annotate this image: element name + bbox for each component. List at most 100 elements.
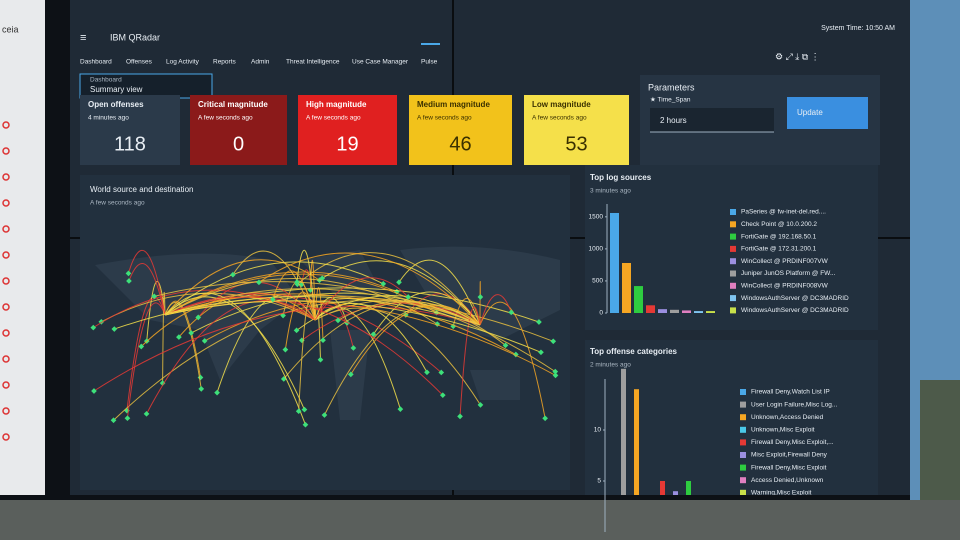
panel-title: Top log sources	[590, 173, 652, 182]
legend-swatch	[730, 270, 736, 277]
y-tick-label: 0	[599, 310, 603, 317]
legend-label: WindowsAuthServer @ DC3MADRID	[741, 295, 849, 302]
map-arc	[314, 277, 409, 321]
nav-tab[interactable]: Dashboard	[80, 59, 112, 66]
dashboard-select[interactable]	[79, 73, 213, 99]
map-node	[143, 411, 150, 417]
map-node	[282, 346, 289, 353]
map-node	[269, 296, 276, 303]
map-node	[396, 279, 402, 286]
tile	[524, 95, 629, 165]
map-node	[405, 294, 411, 300]
tile-title: Low magnitude	[532, 100, 591, 109]
map-node	[294, 279, 300, 285]
legend-label: Unknown,Misc Exploit	[751, 427, 815, 434]
nav-tab[interactable]: Offenses	[126, 59, 153, 66]
legend-label: Firewall Deny,Misc Exploit,...	[751, 439, 834, 446]
map-node	[295, 408, 302, 415]
map-arc	[296, 252, 481, 326]
legend-swatch	[730, 258, 736, 265]
tile-value: 118	[114, 133, 146, 155]
map-node	[138, 343, 145, 350]
legend-swatch	[730, 209, 736, 215]
map-arc	[314, 307, 481, 406]
map-node	[550, 338, 557, 345]
legend-label: Warning,Misc Exploit	[751, 490, 812, 497]
map-node	[176, 334, 182, 340]
bar	[610, 212, 619, 313]
nav-tab[interactable]: Pulse	[421, 59, 438, 66]
tile-value: 19	[336, 133, 358, 155]
bar	[658, 309, 667, 313]
panel-time: 3 minutes ago	[590, 188, 631, 195]
parameters-title: Parameters	[648, 82, 695, 92]
bar	[634, 389, 639, 495]
map-arc	[298, 298, 316, 412]
map-arc	[398, 259, 481, 326]
nav-tab[interactable]: Admin	[251, 59, 270, 66]
legend-label: Misc Exploit,Firewall Deny	[751, 452, 828, 459]
legend-swatch	[740, 439, 746, 446]
bar	[660, 481, 665, 495]
map-node	[397, 406, 404, 412]
nav-tab[interactable]: Threat Intelligence	[286, 59, 340, 66]
map-title: World source and destination	[90, 185, 193, 194]
map-node	[256, 279, 262, 286]
icon[interactable]: ⚙ ⤢ ⤓ ⧉ ⋮	[775, 51, 820, 61]
panel-time: 2 minutes ago	[590, 362, 631, 369]
legend-swatch	[740, 477, 746, 484]
legend-swatch	[740, 389, 746, 395]
panel-title: Top offense categories	[590, 347, 678, 356]
tile-title: Critical magnitude	[198, 100, 268, 109]
map-node	[552, 368, 559, 375]
bar	[634, 286, 643, 313]
map-arc	[164, 295, 554, 342]
status-icon	[2, 433, 10, 441]
legend-label: Firewall Deny,Misc Exploit	[751, 464, 827, 471]
time-input[interactable]	[650, 108, 774, 132]
map-node	[438, 369, 445, 376]
nav-tab[interactable]: Log Activity	[166, 59, 200, 66]
map-node	[321, 412, 328, 418]
map-node	[151, 293, 158, 300]
map-node	[90, 324, 97, 331]
map-node	[542, 415, 548, 422]
map-node	[188, 330, 194, 336]
select-label: Dashboard	[90, 77, 122, 84]
map-arc	[93, 289, 316, 328]
legend-swatch	[730, 307, 736, 314]
offense-panel	[585, 340, 878, 495]
tile-title: Medium magnitude	[417, 100, 490, 109]
map-node	[439, 392, 446, 399]
map-arc	[479, 294, 512, 326]
map-node	[302, 421, 309, 428]
tile-time: A few seconds ago	[306, 115, 361, 122]
tile	[190, 95, 287, 165]
map-node	[477, 402, 484, 408]
legend-label: FortiGate @ 192.168.50.1	[741, 233, 817, 240]
map-node	[124, 415, 131, 422]
legend-swatch	[740, 426, 746, 433]
left-screen	[0, 0, 45, 495]
legend-swatch	[740, 489, 746, 495]
y-tick-label: 1000	[589, 246, 604, 253]
update-button[interactable]	[787, 97, 868, 129]
tile	[409, 95, 512, 165]
status-icon	[2, 407, 10, 415]
legend-label: Juniper JunOS Platform @ FW...	[741, 270, 836, 277]
tile-time: 4 minutes ago	[88, 115, 129, 122]
legend-swatch	[730, 233, 736, 240]
status-icon	[2, 225, 10, 233]
tile	[80, 95, 180, 165]
tile-time: A few seconds ago	[417, 115, 472, 122]
legend-swatch	[730, 221, 736, 228]
legend-label: Check Point @ 10.0.200.2	[741, 221, 817, 228]
bar	[682, 310, 691, 313]
nav-tab[interactable]: Use Case Manager	[352, 59, 409, 66]
nav-tab[interactable]: Reports	[213, 59, 237, 66]
legend-label: WinCollect @ PRDINF008VW	[741, 283, 829, 290]
y-tick-label: 10	[594, 427, 602, 434]
status-icon	[2, 303, 10, 311]
bar	[706, 311, 715, 313]
map-node	[508, 309, 515, 316]
